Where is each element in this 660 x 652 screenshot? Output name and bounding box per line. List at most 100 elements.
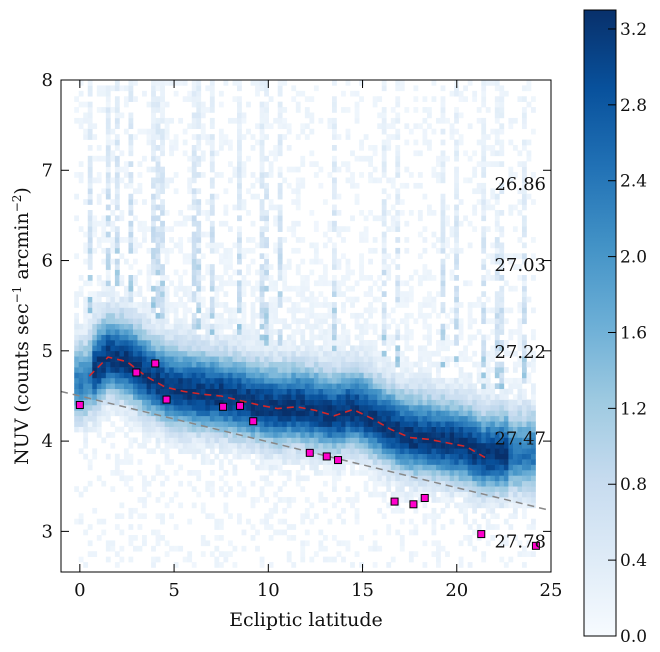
heatmap-cell	[512, 464, 518, 471]
heatmap-cell	[160, 534, 165, 541]
heatmap-cell	[431, 361, 437, 368]
heatmap-cell	[241, 491, 247, 498]
heatmap-cell	[137, 242, 143, 249]
heatmap-cell	[413, 448, 419, 455]
heatmap-cell	[422, 107, 428, 113]
heatmap-cell	[445, 399, 450, 406]
heatmap-cell	[291, 361, 297, 368]
heatmap-cell	[345, 426, 351, 433]
heatmap-cell	[327, 117, 333, 124]
heatmap-cell	[490, 80, 496, 81]
heatmap-cell	[191, 112, 197, 119]
heatmap-cell	[295, 107, 301, 113]
heatmap-cell	[114, 117, 120, 124]
heatmap-cell	[119, 410, 125, 417]
heatmap-cell	[214, 312, 220, 319]
heatmap-cell	[404, 329, 410, 335]
heatmap-cell	[295, 237, 301, 243]
heatmap-cell	[259, 486, 265, 492]
heatmap-cell	[472, 383, 478, 390]
heatmap-cell	[96, 394, 102, 400]
heatmap-cell	[205, 139, 211, 146]
heatmap-cell	[110, 339, 116, 346]
heatmap-cell	[105, 155, 111, 162]
heatmap-cell	[304, 383, 310, 390]
heatmap-cell	[408, 172, 414, 178]
heatmap-cell	[440, 226, 446, 232]
heatmap-cell	[445, 415, 450, 422]
heatmap-cell	[250, 220, 256, 227]
heatmap-cell	[395, 291, 401, 297]
heatmap-cell	[381, 150, 387, 157]
heatmap-cell	[359, 367, 364, 373]
heatmap-cell	[463, 372, 468, 379]
heatmap-cell	[87, 524, 93, 530]
heatmap-cell	[160, 150, 165, 157]
heatmap-cell	[200, 274, 206, 281]
heatmap-cell	[481, 80, 487, 86]
heatmap-cell	[119, 426, 125, 433]
heatmap-cell	[78, 334, 84, 341]
heatmap-cell	[218, 372, 224, 379]
heatmap-cell	[128, 302, 134, 308]
heatmap-cell	[354, 469, 360, 476]
heatmap-cell	[196, 475, 202, 482]
heatmap-cell	[485, 253, 491, 260]
heatmap-cell	[241, 247, 247, 254]
heatmap-cell	[259, 377, 265, 384]
heatmap-cell	[422, 426, 428, 433]
heatmap-cell	[268, 307, 274, 314]
heatmap-cell	[142, 388, 147, 395]
heatmap-cell	[508, 329, 514, 335]
heatmap-cell	[191, 253, 197, 260]
heatmap-cell	[512, 404, 518, 411]
heatmap-cell	[336, 551, 342, 557]
heatmap-cell	[110, 388, 116, 395]
heatmap-cell	[503, 518, 509, 525]
heatmap-cell	[322, 339, 328, 346]
heatmap-cell	[178, 329, 184, 335]
heatmap-cell	[273, 329, 279, 335]
heatmap-cell	[155, 350, 161, 357]
heatmap-cell	[268, 459, 274, 465]
heatmap-cell	[368, 394, 374, 400]
heatmap-cell	[408, 329, 414, 335]
heatmap-cell	[169, 80, 174, 86]
heatmap-cell	[336, 421, 342, 427]
heatmap-cell	[282, 356, 288, 362]
heatmap-cell	[508, 453, 514, 460]
heatmap-cell	[521, 193, 527, 200]
heatmap-cell	[155, 193, 161, 200]
heatmap-cell	[485, 415, 491, 422]
heatmap-cell	[160, 469, 165, 476]
heatmap-cell	[395, 253, 401, 260]
heatmap-cell	[282, 453, 288, 460]
heatmap-cell	[123, 453, 129, 460]
heatmap-cell	[277, 107, 283, 113]
heatmap-cell	[422, 134, 428, 140]
heatmap-cell	[494, 193, 500, 200]
heatmap-cell	[264, 448, 269, 455]
heatmap-cell	[476, 377, 482, 384]
heatmap-cell	[440, 242, 446, 249]
heatmap-cell	[436, 345, 441, 352]
heatmap-cell	[345, 448, 351, 455]
heatmap-cell	[526, 399, 532, 406]
heatmap-cell	[237, 426, 242, 433]
heatmap-cell	[368, 410, 374, 417]
heatmap-cell	[436, 247, 441, 254]
heatmap-cell	[476, 199, 482, 205]
heatmap-cell	[363, 361, 369, 368]
heatmap-cell	[454, 475, 459, 482]
heatmap-cell	[449, 128, 455, 135]
heatmap-cell	[155, 513, 161, 520]
heatmap-cell	[173, 524, 179, 530]
heatmap-cell	[490, 475, 496, 482]
heatmap-cell	[196, 345, 202, 352]
heatmap-cell	[237, 339, 242, 346]
heatmap-cell	[476, 302, 482, 308]
heatmap-cell	[494, 367, 500, 373]
heatmap-cell	[110, 394, 116, 400]
heatmap-cell	[250, 312, 256, 319]
heatmap-cell	[345, 442, 351, 449]
